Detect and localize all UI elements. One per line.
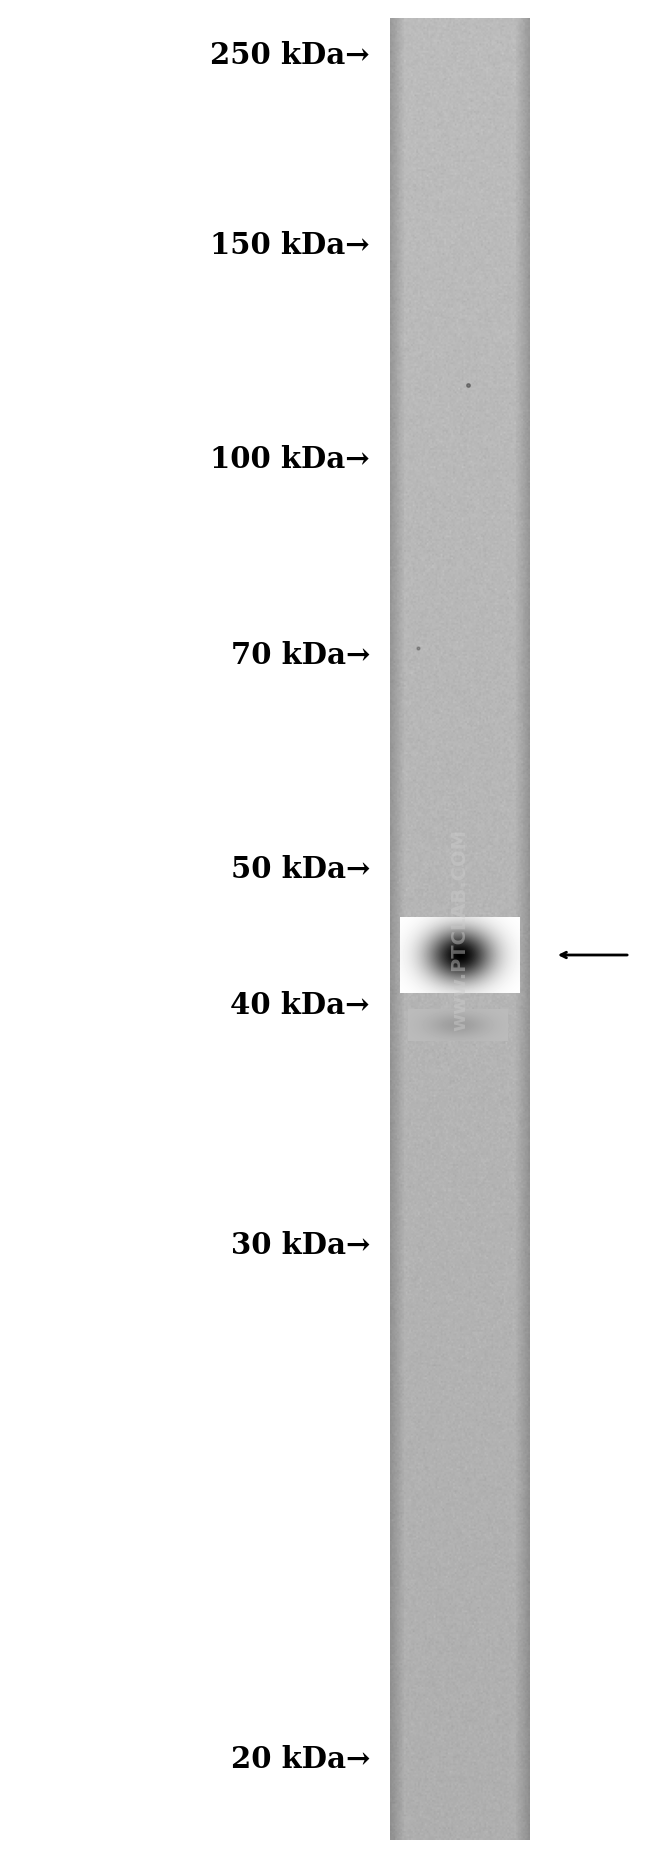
Text: 150 kDa→: 150 kDa→ [211, 230, 370, 260]
Text: 30 kDa→: 30 kDa→ [231, 1230, 370, 1260]
Text: 50 kDa→: 50 kDa→ [231, 855, 370, 885]
Text: www.PTCLAB.COM: www.PTCLAB.COM [450, 829, 469, 1031]
Text: 40 kDa→: 40 kDa→ [231, 991, 370, 1020]
Text: 20 kDa→: 20 kDa→ [231, 1746, 370, 1775]
Text: 250 kDa→: 250 kDa→ [211, 41, 370, 69]
Text: 100 kDa→: 100 kDa→ [211, 445, 370, 475]
Text: 70 kDa→: 70 kDa→ [231, 640, 370, 670]
